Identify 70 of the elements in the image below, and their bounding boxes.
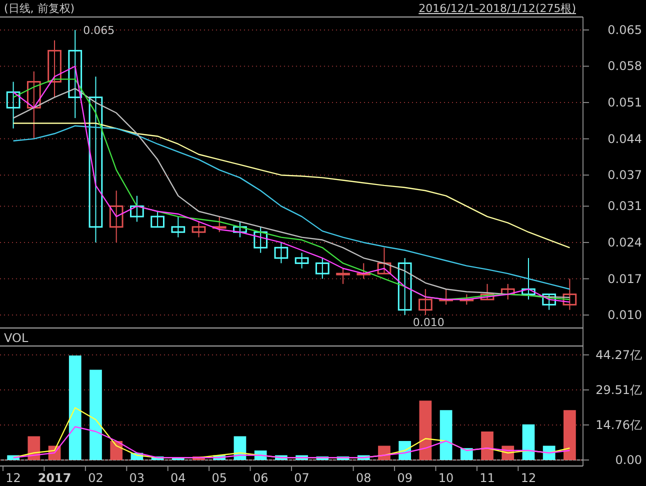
- x-tick-label: 11: [480, 471, 495, 485]
- x-tick-label: 05: [212, 471, 228, 485]
- candlestick: [500, 283, 515, 300]
- candlestick: [460, 294, 474, 306]
- bar: [90, 370, 102, 460]
- chart-title: (日线, 前复权): [4, 2, 75, 15]
- candlestick: [212, 216, 226, 233]
- x-tick-label: 08: [356, 471, 372, 485]
- candlestick: [274, 242, 288, 264]
- x-tick-label: 03: [129, 471, 145, 485]
- y-tick-label: 0.017: [608, 272, 642, 286]
- x-tick-label: 10: [438, 471, 454, 485]
- y-tick-label: 0.051: [608, 96, 642, 110]
- candlestick: [480, 283, 494, 300]
- candlestick: [192, 221, 206, 238]
- x-tick-label: 09: [397, 471, 412, 485]
- x-tick-label: 04: [170, 471, 186, 485]
- y-tick-label: 44.27亿: [596, 348, 642, 362]
- line-series: [12, 125, 570, 290]
- candlestick: [26, 70, 41, 140]
- x-tick-label: 06: [252, 471, 268, 485]
- candlestick: [315, 258, 330, 280]
- annotation: 0.065: [83, 24, 115, 37]
- y-tick-label: 0.065: [608, 22, 642, 37]
- candlestick: [233, 221, 247, 238]
- line-series: [12, 122, 570, 248]
- x-tick-label: 02: [88, 471, 104, 485]
- bar: [522, 424, 535, 460]
- x-tick-label: 2017: [38, 471, 72, 485]
- line-series: [12, 426, 570, 458]
- candlestick: [109, 190, 124, 243]
- bar: [68, 356, 82, 460]
- bar: [419, 400, 432, 460]
- candlestick: [356, 262, 371, 280]
- x-tick-label: 12: [6, 471, 21, 485]
- candlestick: [336, 268, 350, 284]
- candlestick: [6, 81, 20, 129]
- candlestick: [522, 258, 536, 300]
- y-tick-label: 0.024: [608, 235, 642, 250]
- y-tick-label: 0.010: [608, 308, 642, 322]
- x-tick-label: 12: [520, 471, 536, 485]
- candlestick: [398, 258, 412, 316]
- chart-title: VOL: [4, 331, 28, 345]
- candlestick: [88, 76, 103, 243]
- candlestick: [562, 278, 577, 310]
- candlestick: [439, 288, 453, 306]
- bar: [440, 410, 452, 460]
- candlestick: [48, 40, 62, 98]
- candlestick: [171, 216, 186, 238]
- y-tick-label: 0.031: [608, 199, 642, 214]
- candlestick: [254, 226, 268, 254]
- y-tick-label: 0.058: [608, 59, 642, 74]
- y-tick-label: 0.044: [608, 132, 642, 146]
- candlestick: [377, 247, 392, 274]
- y-tick-label: 0.00: [615, 453, 642, 467]
- x-tick-label: 07: [294, 471, 310, 485]
- candlestick: [542, 294, 556, 310]
- y-tick-label: 29.51亿: [596, 382, 642, 397]
- bar: [460, 448, 473, 460]
- bar: [481, 432, 494, 460]
- candlestick: [68, 29, 82, 119]
- bar: [564, 410, 576, 460]
- y-tick-label: 0.037: [608, 168, 642, 182]
- annotation: 0.010: [412, 316, 444, 329]
- candlestick: [294, 252, 309, 269]
- candlestick: [418, 288, 432, 316]
- candlestick: [130, 195, 144, 222]
- chart-subtitle: 2016/12/1-2018/1/12(275根): [418, 2, 576, 15]
- candlestick: [150, 210, 164, 228]
- y-tick-label: 14.76亿: [596, 418, 642, 432]
